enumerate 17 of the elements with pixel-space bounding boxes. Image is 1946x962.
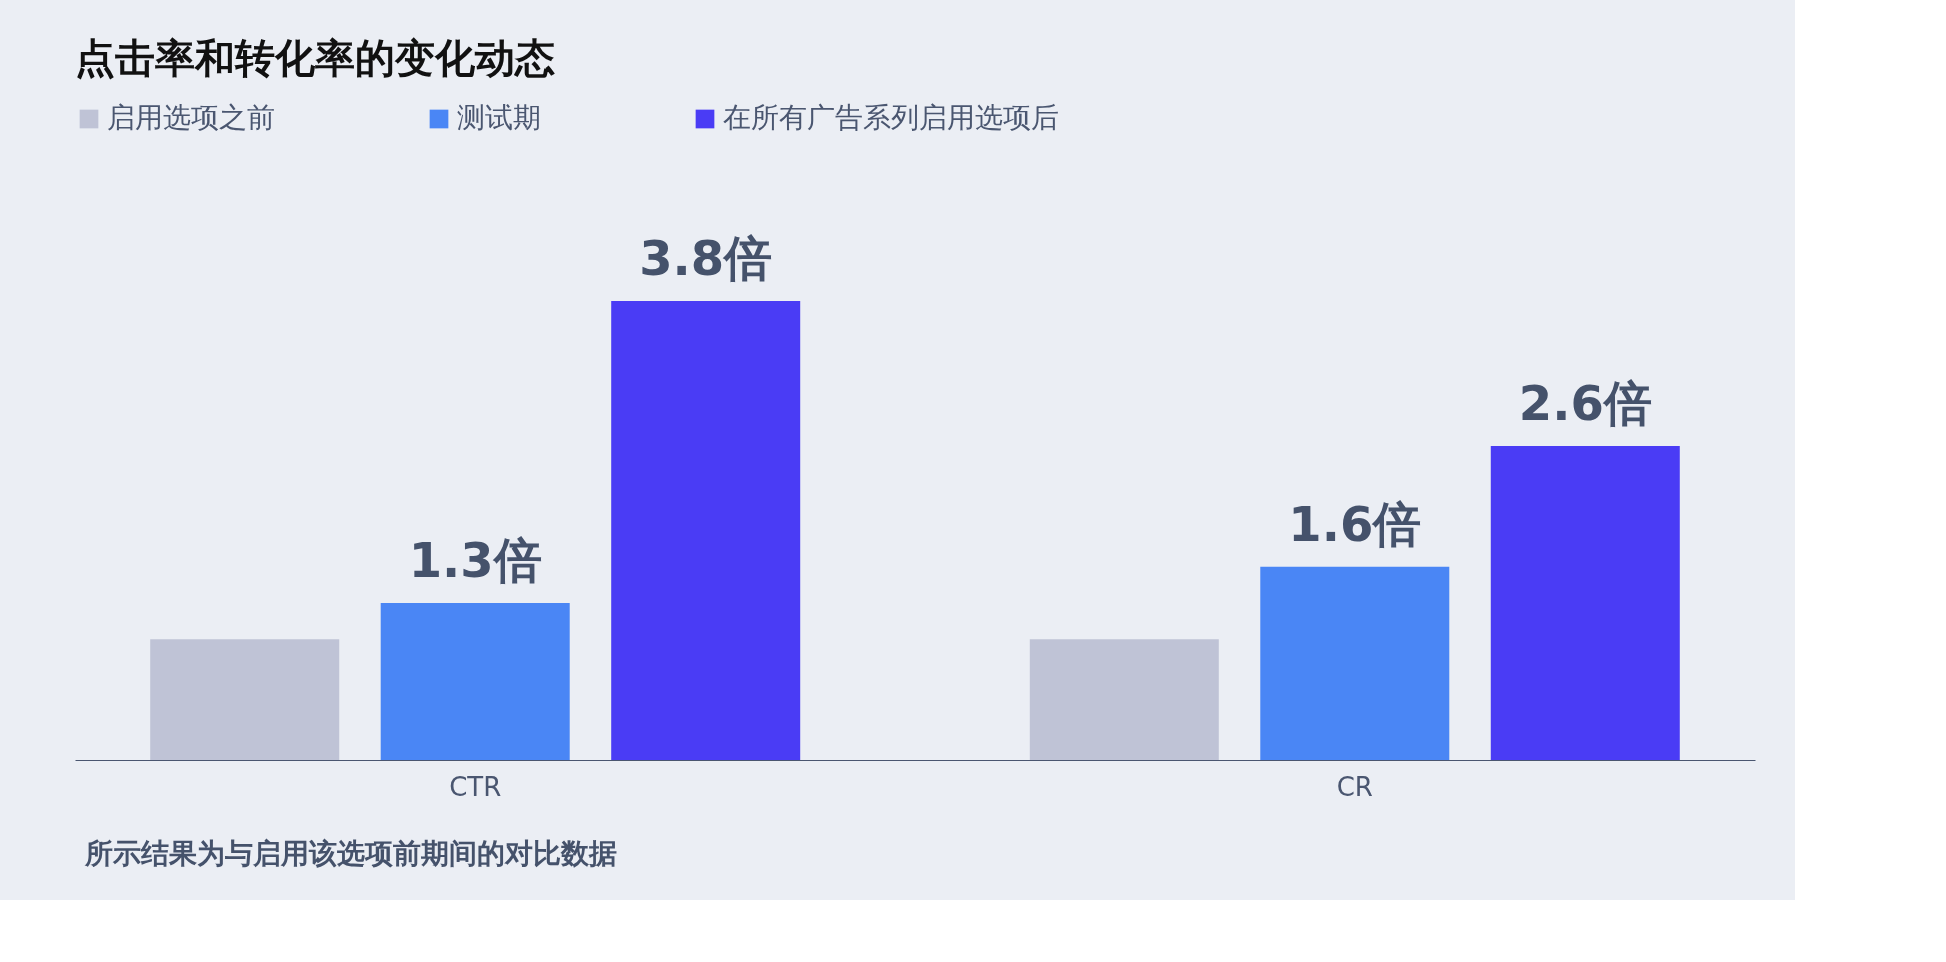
legend-label: 测试期	[457, 101, 541, 134]
x-tick-label: CR	[1336, 771, 1373, 802]
text: 所示结果为与启用该选项前期间的对比数据	[84, 837, 617, 870]
legend-label: 在所有广告系列启用选项后	[723, 101, 1059, 134]
bar	[380, 602, 570, 760]
x-tick-label: CTR	[449, 771, 502, 802]
legend-label: 启用选项之前	[107, 101, 275, 134]
chart-title: 点击率和转化率的变化动态	[75, 35, 555, 81]
data-label: 2.6倍	[1518, 374, 1652, 431]
data-label: 1.3倍	[408, 531, 542, 588]
bar	[1490, 445, 1680, 760]
data-label: 3.8倍	[639, 229, 773, 286]
bar	[1029, 639, 1219, 760]
bar	[150, 639, 340, 760]
data-label: 1.6倍	[1288, 495, 1422, 552]
bar	[611, 300, 801, 760]
bar	[1260, 566, 1450, 760]
